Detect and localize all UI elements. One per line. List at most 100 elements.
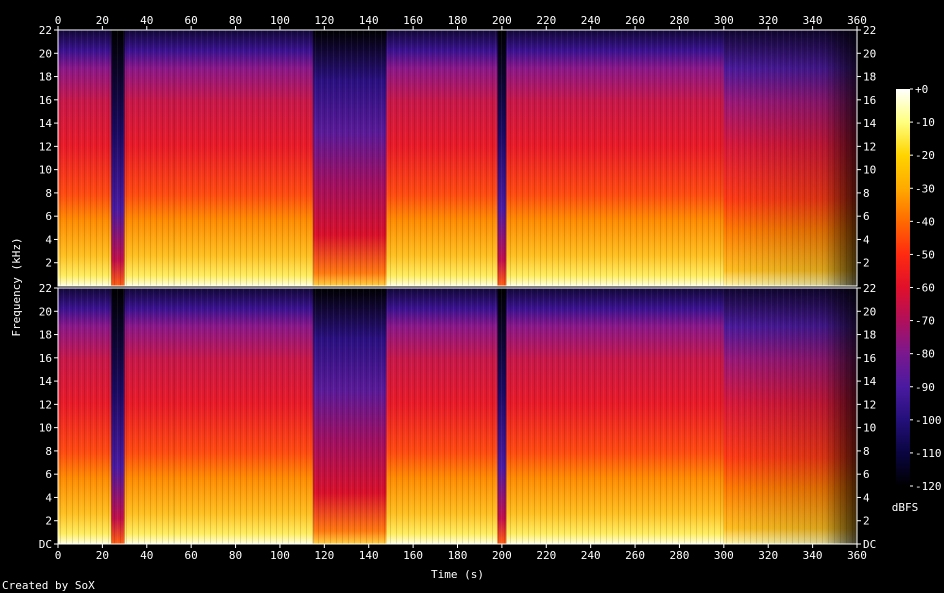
y-tick-label: 18 [39, 329, 52, 342]
x-tick-label: 80 [229, 14, 242, 27]
x-tick-label: 200 [492, 549, 512, 562]
x-tick-label: 220 [536, 549, 556, 562]
y-tick-label: 20 [39, 47, 52, 60]
x-tick-label: 280 [670, 14, 690, 27]
x-tick-label: 100 [270, 14, 290, 27]
y-tick-label: 4 [863, 233, 870, 246]
y-tick-label: 4 [45, 233, 52, 246]
x-tick-label: 40 [140, 549, 153, 562]
x-tick-label: 140 [359, 549, 379, 562]
colorbar-tick-label: -10 [915, 116, 935, 129]
fade-overlay [723, 30, 857, 286]
y-tick-label: 18 [39, 71, 52, 84]
channel-1-spectrogram [57, 29, 858, 287]
x-tick-label: 120 [314, 14, 334, 27]
credit-text: Created by SoX [2, 579, 95, 592]
x-tick-label: 160 [403, 14, 423, 27]
y-tick-label: 2 [863, 257, 870, 270]
colorbar-tick-label: -20 [915, 149, 935, 162]
y-tick-label: 4 [863, 491, 870, 504]
x-tick-label: 80 [229, 549, 242, 562]
x-tick-label: 240 [581, 549, 601, 562]
y-tick-label: DC [863, 538, 876, 551]
colorbar-tick-label: -80 [915, 348, 935, 361]
y-tick-label: 10 [863, 164, 876, 177]
x-tick-label: 160 [403, 549, 423, 562]
y-tick-label: 10 [39, 422, 52, 435]
x-tick-label: 40 [140, 14, 153, 27]
x-tick-label: 200 [492, 14, 512, 27]
colorbar-tick-label: -60 [915, 282, 935, 295]
y-tick-label: 16 [39, 352, 52, 365]
y-tick-label: 16 [863, 94, 876, 107]
x-tick-label: 300 [714, 14, 734, 27]
y-tick-label: 6 [45, 210, 52, 223]
x-tick-label: 280 [670, 549, 690, 562]
y-tick-label: 4 [45, 491, 52, 504]
colorbar-label: dBFS [892, 501, 919, 514]
x-tick-label: 340 [803, 14, 823, 27]
x-tick-label: 360 [847, 14, 867, 27]
x-tick-label: 140 [359, 14, 379, 27]
y-tick-label: 22 [863, 24, 876, 37]
x-tick-label: 0 [55, 549, 62, 562]
y-tick-label: DC [39, 538, 52, 551]
fade-overlay [723, 288, 857, 544]
x-tick-label: 60 [185, 549, 198, 562]
colorbar-tick-label: -30 [915, 182, 935, 195]
x-tick-label: 320 [758, 549, 778, 562]
y-tick-label: 12 [39, 398, 52, 411]
colorbar-tick-label: -40 [915, 215, 935, 228]
x-axis-label: Time (s) [431, 568, 484, 581]
x-tick-label: 360 [847, 549, 867, 562]
colorbar-tick-label: -90 [915, 381, 935, 394]
y-tick-label: 6 [45, 468, 52, 481]
x-tick-label: 0 [55, 14, 62, 27]
channel-2-spectrogram [57, 287, 858, 545]
y-tick-label: 12 [39, 140, 52, 153]
x-tick-label: 340 [803, 549, 823, 562]
x-tick-label: 100 [270, 549, 290, 562]
x-tick-label: 20 [96, 14, 109, 27]
y-tick-label: 20 [39, 305, 52, 318]
x-tick-label: 60 [185, 14, 198, 27]
y-tick-label: 10 [39, 164, 52, 177]
y-tick-label: 14 [863, 117, 877, 130]
y-tick-label: 14 [39, 375, 53, 388]
y-tick-label: 18 [863, 329, 876, 342]
y-tick-label: 20 [863, 305, 876, 318]
y-tick-label: 8 [863, 187, 870, 200]
y-tick-label: 8 [45, 187, 52, 200]
x-tick-label: 300 [714, 549, 734, 562]
colorbar-tick-label: +0 [915, 83, 928, 96]
y-tick-label: 22 [39, 24, 52, 37]
x-tick-label: 260 [625, 14, 645, 27]
y-tick-label: 12 [863, 140, 876, 153]
y-tick-label: 6 [863, 210, 870, 223]
x-tick-label: 120 [314, 549, 334, 562]
y-tick-label: 12 [863, 398, 876, 411]
y-tick-label: 14 [863, 375, 877, 388]
x-tick-label: 180 [448, 14, 468, 27]
x-tick-label: 260 [625, 549, 645, 562]
y-tick-label: 2 [863, 515, 870, 528]
x-tick-label: 320 [758, 14, 778, 27]
y-tick-label: 18 [863, 71, 876, 84]
y-tick-label: 8 [863, 445, 870, 458]
colorbar-tick-label: -120 [915, 480, 942, 493]
y-tick-label: 16 [39, 94, 52, 107]
colorbar [896, 89, 910, 486]
y-axis-label: Frequency (kHz) [10, 237, 23, 336]
x-tick-label: 20 [96, 549, 109, 562]
x-tick-label: 180 [448, 549, 468, 562]
y-tick-label: 2 [45, 515, 52, 528]
x-tick-label: 240 [581, 14, 601, 27]
y-tick-label: 8 [45, 445, 52, 458]
x-tick-label: 220 [536, 14, 556, 27]
y-tick-label: 22 [863, 282, 876, 295]
y-tick-label: 16 [863, 352, 876, 365]
y-tick-label: 22 [39, 282, 52, 295]
colorbar-tick-label: -70 [915, 315, 935, 328]
colorbar-tick-label: -110 [915, 447, 942, 460]
